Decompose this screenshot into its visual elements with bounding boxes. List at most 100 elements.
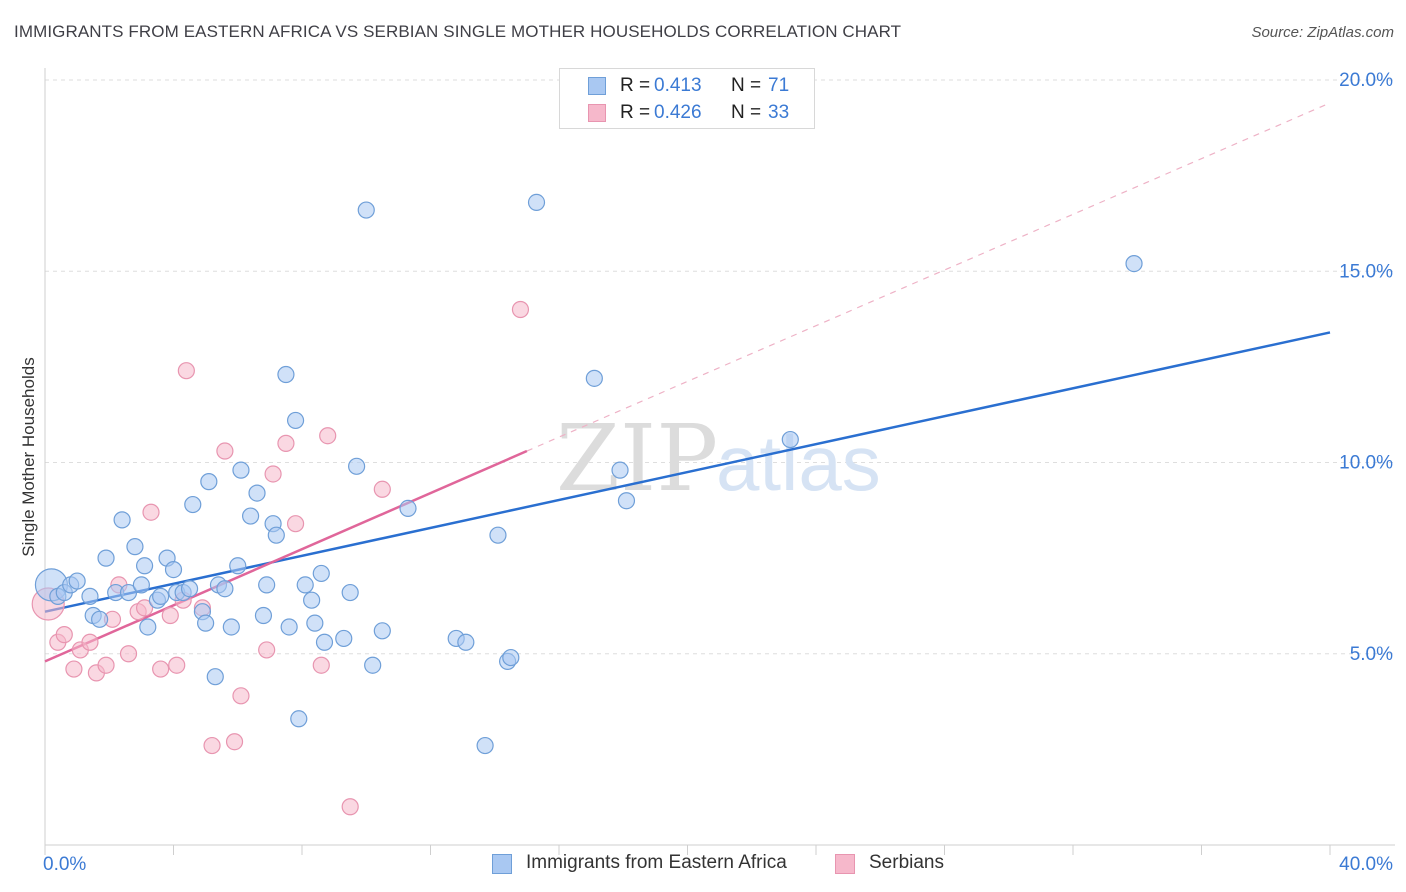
correlation-legend: R = 0.413 N = 71 R = 0.426 N = 33	[559, 68, 815, 129]
y-tick-label: 20.0%	[1339, 70, 1393, 91]
point-eastern-africa	[200, 473, 218, 491]
legend-r-value: 0.426	[654, 102, 702, 123]
tick-labels: 5.0% 10.0% 15.0% 20.0% 0.0% 40.0%	[43, 70, 1393, 875]
point-serbian	[232, 687, 250, 705]
y-tick-label: 10.0%	[1339, 453, 1393, 474]
point-serbian	[216, 442, 234, 460]
point-serbian	[177, 362, 195, 380]
point-eastern-africa	[180, 580, 199, 598]
point-serbian	[312, 656, 330, 674]
legend-n-key: N =	[731, 102, 762, 123]
point-eastern-africa	[286, 411, 305, 430]
point-eastern-africa	[373, 622, 391, 640]
point-serbian	[258, 641, 276, 659]
point-eastern-africa	[364, 656, 382, 674]
point-serbian	[55, 626, 73, 644]
point-eastern-africa	[341, 583, 359, 602]
source-label: Source: ZipAtlas.com	[1251, 24, 1394, 41]
point-eastern-africa	[254, 606, 273, 625]
point-eastern-africa	[248, 484, 266, 502]
point-serbian	[373, 480, 391, 498]
point-serbian	[119, 645, 138, 663]
point-serbian	[264, 465, 282, 483]
y-tick-label: 15.0%	[1339, 261, 1393, 282]
legend-r-key: R =	[620, 102, 651, 123]
point-eastern-africa	[290, 710, 308, 728]
point-eastern-africa	[1125, 255, 1143, 273]
point-serbian	[225, 733, 244, 751]
point-eastern-africa	[489, 526, 507, 544]
point-serbian	[81, 633, 99, 651]
point-eastern-africa	[585, 369, 603, 387]
point-eastern-africa	[126, 538, 144, 556]
data-points	[31, 193, 1143, 816]
legend-n-value: 33	[768, 102, 790, 123]
point-eastern-africa	[164, 560, 183, 579]
point-serbian	[142, 503, 160, 521]
point-serbian	[97, 656, 115, 674]
point-eastern-africa	[312, 564, 330, 583]
legend-swatch-pink	[588, 104, 606, 122]
point-eastern-africa	[229, 557, 247, 575]
point-serbian	[341, 798, 359, 816]
point-eastern-africa	[611, 461, 629, 479]
point-serbian	[286, 515, 305, 533]
point-serbian	[135, 599, 154, 617]
point-eastern-africa	[81, 587, 99, 605]
point-eastern-africa	[781, 430, 799, 449]
point-eastern-africa	[280, 618, 298, 636]
bottom-legend-swatch-pink	[835, 854, 855, 874]
point-eastern-africa	[242, 507, 260, 525]
point-eastern-africa	[296, 576, 314, 594]
point-eastern-africa	[232, 461, 250, 479]
bottom-legend-swatch-blue	[492, 854, 512, 874]
point-serbian	[319, 427, 337, 445]
chart-title: IMMIGRANTS FROM EASTERN AFRICA VS SERBIA…	[14, 22, 902, 41]
point-eastern-africa	[617, 492, 636, 510]
x-tick-label: 0.0%	[43, 854, 86, 875]
x-tick-label: 40.0%	[1339, 854, 1393, 875]
point-eastern-africa	[132, 576, 150, 594]
trend-line-eastern-africa	[44, 331, 1331, 613]
point-eastern-africa	[258, 576, 276, 594]
y-tick-label: 5.0%	[1350, 644, 1393, 665]
point-eastern-africa	[197, 614, 215, 632]
point-serbian	[511, 300, 530, 319]
point-eastern-africa	[399, 499, 417, 517]
point-eastern-africa	[68, 572, 86, 590]
point-serbian	[152, 660, 170, 678]
point-eastern-africa	[222, 618, 240, 636]
point-eastern-africa	[315, 633, 334, 651]
legend-r-value: 0.413	[654, 75, 702, 96]
point-eastern-africa	[502, 648, 520, 667]
watermark-atlas: atlas	[716, 419, 881, 507]
point-eastern-africa	[476, 736, 494, 755]
legend-swatch-blue	[588, 77, 606, 95]
axes	[44, 68, 1395, 855]
point-eastern-africa	[457, 633, 475, 651]
legend-n-key: N =	[731, 75, 762, 96]
point-eastern-africa	[306, 614, 324, 632]
point-eastern-africa	[139, 618, 157, 636]
point-eastern-africa	[184, 495, 202, 514]
point-eastern-africa	[97, 549, 115, 567]
point-serbian	[168, 656, 186, 674]
point-serbian	[203, 736, 221, 755]
point-eastern-africa	[335, 629, 353, 648]
point-eastern-africa	[348, 457, 366, 475]
point-serbian	[161, 606, 179, 625]
point-serbian	[277, 434, 295, 452]
point-eastern-africa	[91, 610, 109, 628]
point-eastern-africa	[206, 668, 224, 686]
point-eastern-africa	[119, 583, 138, 602]
trend-line-serbians	[44, 449, 528, 663]
trend-lines	[44, 102, 1331, 663]
point-eastern-africa	[277, 365, 295, 384]
trend-line-extension	[526, 102, 1331, 452]
point-eastern-africa	[113, 511, 131, 529]
legend-r-key: R =	[620, 75, 651, 96]
point-eastern-africa	[135, 557, 154, 575]
legend-n-value: 71	[768, 75, 790, 96]
point-eastern-africa	[216, 580, 234, 598]
